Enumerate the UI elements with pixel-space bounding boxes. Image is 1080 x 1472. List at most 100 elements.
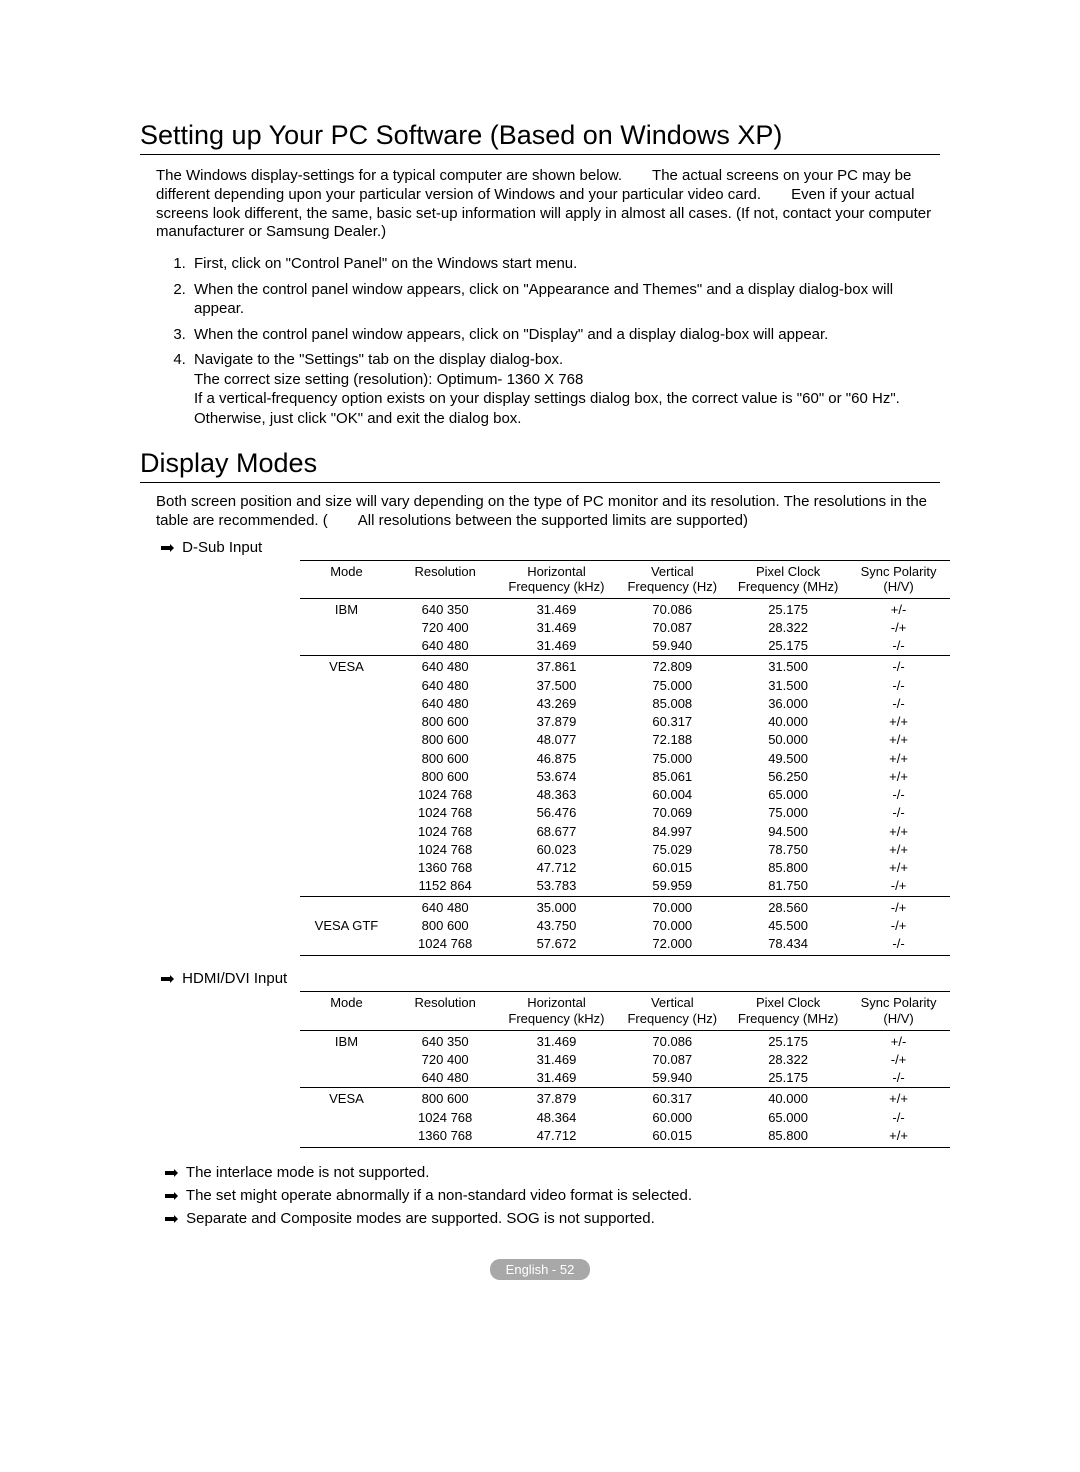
table-cell: 81.750 xyxy=(729,877,847,896)
table-cell xyxy=(300,768,393,786)
table-cell: 60.015 xyxy=(616,1127,730,1148)
table-cell xyxy=(300,935,393,956)
table-cell: 70.087 xyxy=(616,1051,730,1069)
table-cell: 48.077 xyxy=(497,731,615,749)
col-sync: Sync Polarity(H/V) xyxy=(847,560,950,598)
table-cell: 47.712 xyxy=(497,1127,615,1148)
table-cell: 1024 768 xyxy=(393,786,497,804)
table-cell: 85.061 xyxy=(616,768,730,786)
table-row: IBM640 35031.46970.08625.175+/- xyxy=(300,598,950,619)
table-cell: 31.500 xyxy=(729,677,847,695)
col-sync: Sync Polarity(H/V) xyxy=(847,992,950,1030)
table-cell xyxy=(300,619,393,637)
table-cell xyxy=(300,731,393,749)
table-cell: 53.783 xyxy=(497,877,615,896)
table-cell: 31.469 xyxy=(497,1030,615,1051)
table-cell: 85.800 xyxy=(729,859,847,877)
col-mode: Mode xyxy=(300,560,393,598)
table-cell: 60.015 xyxy=(616,859,730,877)
table-cell: 37.879 xyxy=(497,1088,615,1109)
hdmi-table: Mode Resolution HorizontalFrequency (kHz… xyxy=(300,991,950,1148)
table-header-row: Mode Resolution HorizontalFrequency (kHz… xyxy=(300,992,950,1030)
table-cell: 48.363 xyxy=(497,786,615,804)
table-cell: 75.000 xyxy=(616,677,730,695)
table-cell: 70.087 xyxy=(616,619,730,637)
table-cell: 49.500 xyxy=(729,750,847,768)
table-row: 1024 76857.67272.00078.434-/- xyxy=(300,935,950,956)
table-cell: 59.959 xyxy=(616,877,730,896)
table-cell: 47.712 xyxy=(497,859,615,877)
dsub-body: IBM640 35031.46970.08625.175+/-720 40031… xyxy=(300,598,950,956)
table-cell xyxy=(300,823,393,841)
col-vfreq: VerticalFrequency (Hz) xyxy=(616,560,730,598)
table-cell: 48.364 xyxy=(497,1109,615,1127)
table-cell: 94.500 xyxy=(729,823,847,841)
table-row: 640 48043.26985.00836.000-/- xyxy=(300,695,950,713)
table-cell: 800 600 xyxy=(393,1088,497,1109)
table-cell: +/+ xyxy=(847,713,950,731)
table-cell: 65.000 xyxy=(729,1109,847,1127)
table-cell: 72.000 xyxy=(616,935,730,956)
table-cell: -/- xyxy=(847,677,950,695)
table-cell: 25.175 xyxy=(729,598,847,619)
table-cell: VESA xyxy=(300,1088,393,1109)
table-row: 1152 86453.78359.95981.750-/+ xyxy=(300,877,950,896)
table-cell: 28.560 xyxy=(729,896,847,917)
table-cell: 1360 768 xyxy=(393,859,497,877)
table-cell: 35.000 xyxy=(497,896,615,917)
table-row: 1024 76860.02375.02978.750+/+ xyxy=(300,841,950,859)
table-cell: 72.188 xyxy=(616,731,730,749)
table-cell: +/+ xyxy=(847,1127,950,1148)
intro-text: The Windows display-settings for a typic… xyxy=(156,167,940,242)
table-cell: 800 600 xyxy=(393,917,497,935)
table-cell xyxy=(300,1127,393,1148)
note-item: The set might operate abnormally if a no… xyxy=(164,1185,940,1206)
table-cell: 65.000 xyxy=(729,786,847,804)
table-cell: 60.004 xyxy=(616,786,730,804)
step-item: Navigate to the "Settings" tab on the di… xyxy=(190,350,940,428)
table-cell: -/+ xyxy=(847,896,950,917)
step-item: When the control panel window appears, c… xyxy=(190,325,940,345)
table-cell: -/- xyxy=(847,786,950,804)
table-cell: 1360 768 xyxy=(393,1127,497,1148)
table-cell: 640 350 xyxy=(393,1030,497,1051)
table-cell: 28.322 xyxy=(729,619,847,637)
table-cell: 75.000 xyxy=(729,804,847,822)
table-row: VESA GTF800 60043.75070.00045.500-/+ xyxy=(300,917,950,935)
table-row: VESA800 60037.87960.31740.000+/+ xyxy=(300,1088,950,1109)
table-cell: 720 400 xyxy=(393,1051,497,1069)
col-hfreq: HorizontalFrequency (kHz) xyxy=(497,992,615,1030)
table-cell: +/+ xyxy=(847,841,950,859)
optimum-resolution: The correct size setting (resolution): O… xyxy=(194,371,583,388)
steps-list: First, click on "Control Panel" on the W… xyxy=(140,254,940,428)
table-row: 1360 76847.71260.01585.800+/+ xyxy=(300,859,950,877)
table-cell: +/+ xyxy=(847,731,950,749)
table-cell: 25.175 xyxy=(729,1030,847,1051)
col-pclock: Pixel ClockFrequency (MHz) xyxy=(729,560,847,598)
table-row: 640 48031.46959.94025.175-/- xyxy=(300,1069,950,1088)
table-cell: 31.469 xyxy=(497,637,615,656)
table-cell: 60.317 xyxy=(616,713,730,731)
table-cell: 56.250 xyxy=(729,768,847,786)
table-cell: 60.023 xyxy=(497,841,615,859)
table-cell: 31.469 xyxy=(497,598,615,619)
table-cell: 720 400 xyxy=(393,619,497,637)
table-row: 800 60046.87575.00049.500+/+ xyxy=(300,750,950,768)
display-intro: Both screen position and size will vary … xyxy=(156,493,940,531)
table-cell: 1024 768 xyxy=(393,935,497,956)
table-cell xyxy=(300,877,393,896)
table-cell: 800 600 xyxy=(393,731,497,749)
table-cell xyxy=(300,713,393,731)
table-cell xyxy=(300,841,393,859)
main-heading: Setting up Your PC Software (Based on Wi… xyxy=(140,120,940,155)
hdmi-body: IBM640 35031.46970.08625.175+/-720 40031… xyxy=(300,1030,950,1148)
table-cell xyxy=(300,695,393,713)
note-item: The interlace mode is not supported. xyxy=(164,1162,940,1183)
table-cell: IBM xyxy=(300,1030,393,1051)
table-cell: -/- xyxy=(847,656,950,677)
table-cell xyxy=(300,859,393,877)
col-resolution: Resolution xyxy=(393,560,497,598)
table-cell: 85.008 xyxy=(616,695,730,713)
arrow-icon xyxy=(160,974,174,984)
table-cell: 46.875 xyxy=(497,750,615,768)
